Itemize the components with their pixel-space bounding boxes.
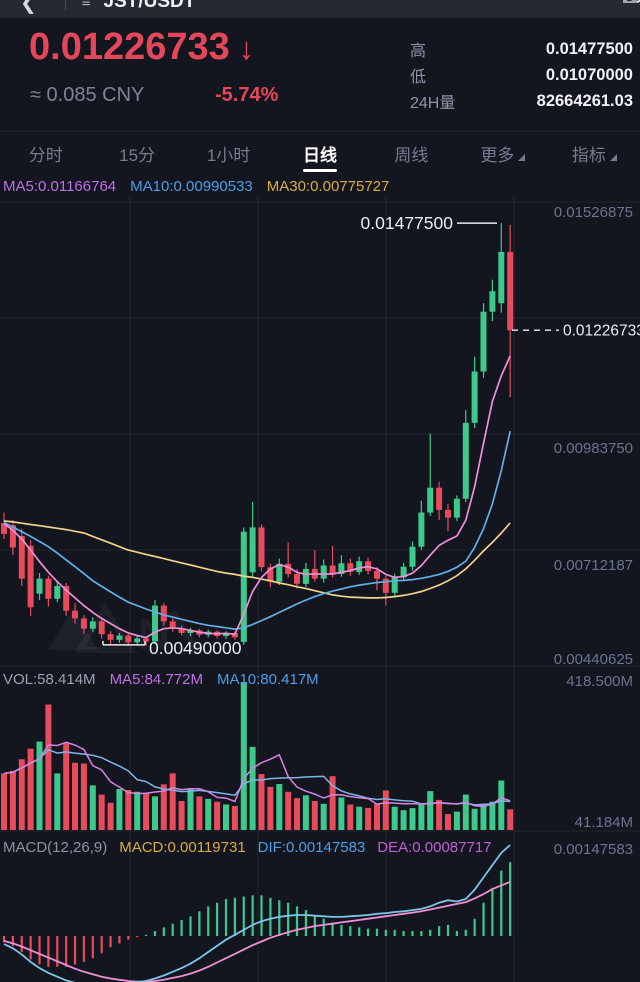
stat-low-label: 低 — [410, 69, 427, 86]
pair-list-icon[interactable]: ≡ — [81, 0, 91, 11]
svg-text:41.184M: 41.184M — [575, 814, 633, 831]
annotations: 0.01477500 0.00490000 0.01226733 — [102, 213, 640, 658]
stat-high-value: 0.01477500 — [545, 39, 633, 58]
ma30-line — [3, 520, 511, 599]
stat-volume24h-value: 82664261.03 — [536, 91, 633, 110]
ma10-line — [3, 430, 512, 630]
grid — [0, 196, 640, 982]
macd-value-readout: MACD:0.00119731 — [119, 839, 246, 856]
tab-1hour[interactable]: 1小时 — [206, 145, 251, 165]
tab-weekly[interactable]: 周线 — [394, 145, 429, 165]
top-bar: ❮ ≡ JST/USDT — [0, 0, 640, 18]
ma30-readout: MA30:0.00775727 — [266, 178, 390, 195]
macd-readout-row: MACD(12,26,9) MACD:0.00119731 DIF:0.0014… — [3, 839, 492, 856]
tab-daily[interactable]: 日线 — [274, 132, 365, 174]
change-percent: -5.74% — [215, 84, 279, 106]
tab-indicator[interactable]: 指标 — [549, 132, 640, 174]
volume-bars — [1, 682, 514, 830]
stat-volume24h-label: 24H量 — [410, 95, 456, 112]
macd-params-readout: MACD(12,26,9) — [3, 839, 108, 856]
stat-low: 低 0.01070000 — [410, 62, 633, 88]
pair-title: JST/USDT — [103, 0, 196, 12]
axis-labels: 0.01526875 0.00983750 0.00712187 0.00440625… — [554, 204, 633, 858]
dropdown-triangle-icon — [518, 153, 526, 161]
dif-readout: DIF:0.00147583 — [257, 839, 366, 856]
dropdown-triangle-icon — [609, 153, 617, 161]
low-annotation: 0.00490000 — [149, 638, 242, 658]
high-annotation: 0.01477500 — [361, 213, 454, 233]
volume-ma5-line — [3, 741, 511, 808]
svg-text:0.01526875: 0.01526875 — [554, 204, 633, 221]
ma-readout-row: MA5:0.01166764 MA10:0.00990533 MA30:0.00… — [3, 178, 389, 195]
tab-timeline[interactable]: 分时 — [28, 145, 63, 165]
svg-text:0.00983750: 0.00983750 — [554, 440, 633, 457]
volume-readout-row: VOL:58.414M MA5:84.772M MA10:80.417M — [3, 671, 319, 688]
vol-ma5-readout: MA5:84.772M — [109, 671, 203, 688]
ma10-readout: MA10:0.00990533 — [130, 178, 253, 195]
vol-readout: VOL:58.414M — [3, 671, 96, 688]
vol-ma10-readout: MA10:80.417M — [216, 671, 319, 688]
dea-line — [3, 881, 511, 982]
svg-text:0.00147583: 0.00147583 — [554, 841, 633, 858]
tab-more[interactable]: 更多 — [457, 132, 548, 174]
macd-histogram — [2, 862, 512, 967]
svg-text:0.00440625: 0.00440625 — [554, 651, 633, 668]
ma5-line — [3, 355, 511, 639]
fiat-equivalent: ≈ 0.085 CNY — [30, 84, 145, 106]
tab-15min[interactable]: 15分 — [119, 145, 156, 165]
svg-text:418.500M: 418.500M — [566, 673, 633, 690]
divider — [64, 0, 66, 10]
volume-ma10-line — [3, 748, 511, 806]
last-price-annotation: 0.01226733 — [563, 323, 640, 340]
stat-high: 高 0.01477500 — [410, 36, 633, 62]
share-icon[interactable] — [622, 0, 638, 4]
svg-text:0.00712187: 0.00712187 — [554, 557, 633, 574]
last-price: 0.01226733 ↓ — [29, 26, 255, 68]
stat-volume24h: 24H量 82664261.03 — [410, 88, 633, 114]
dea-readout: DEA:0.00087717 — [377, 839, 492, 856]
price-down-arrow-icon: ↓ — [238, 31, 255, 66]
stats-block: 高 0.01477500 低 0.01070000 24H量 82664261.… — [410, 36, 633, 114]
ma5-readout: MA5:0.01166764 — [3, 178, 117, 195]
interval-tabs: 分时 15分 1小时 日线 周线 更多 指标 — [0, 131, 640, 174]
stat-low-value: 0.01070000 — [545, 65, 633, 84]
stat-high-label: 高 — [410, 43, 427, 60]
dif-line — [3, 844, 511, 982]
back-icon[interactable]: ❮ — [20, 0, 37, 14]
